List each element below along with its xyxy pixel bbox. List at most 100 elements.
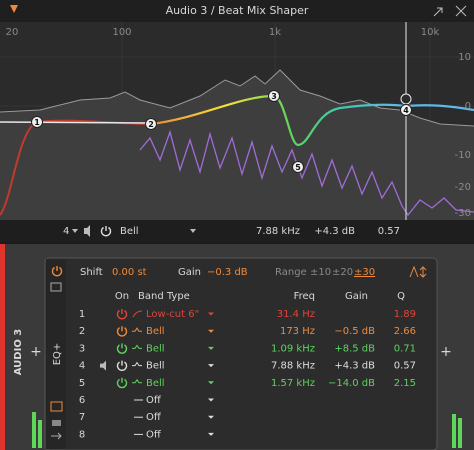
band-handle[interactable] <box>292 161 304 173</box>
band-q[interactable]: 0.71 <box>394 343 416 354</box>
band-type[interactable]: Off <box>146 412 162 423</box>
meter-right <box>38 420 42 448</box>
selected-band-q[interactable]: 0.57 <box>378 226 400 237</box>
db-label: -20 <box>455 182 471 193</box>
range-option[interactable]: ±30 <box>354 267 375 278</box>
type-icon <box>132 344 142 349</box>
range-label: Range <box>275 267 307 278</box>
type-dropdown[interactable] <box>208 364 214 368</box>
preset-icon[interactable] <box>50 282 62 292</box>
band-q[interactable]: 2.15 <box>394 378 416 389</box>
band-q[interactable]: 0.57 <box>394 361 416 372</box>
band-dropdown[interactable] <box>72 229 78 233</box>
band-q[interactable]: 1.89 <box>394 309 416 320</box>
band-type[interactable]: Low-cut 6" <box>146 309 199 320</box>
band-gain[interactable]: +8.5 dB <box>334 343 375 354</box>
column-header: Q <box>397 291 405 302</box>
column-header: Band Type <box>138 291 190 302</box>
meter-out-right <box>458 418 462 448</box>
meter-left <box>32 412 36 448</box>
band-handle-label: 5 <box>295 163 301 172</box>
selected-band-number[interactable]: 4 <box>63 226 69 237</box>
band-handle[interactable] <box>268 90 280 102</box>
type-dropdown[interactable] <box>208 381 214 385</box>
window-title: Audio 3 / Beat Mix Shaper <box>166 4 309 17</box>
freq-label: 10k <box>421 27 440 38</box>
selected-band-gain[interactable]: +4.3 dB <box>314 226 355 237</box>
shift-label: Shift <box>80 267 103 278</box>
type-icon <box>132 327 142 332</box>
band-number: 8 <box>79 429 85 440</box>
meter-out-left <box>452 414 456 448</box>
power-icon[interactable] <box>116 377 128 389</box>
band-type[interactable]: Bell <box>146 343 165 354</box>
power-icon[interactable] <box>116 326 128 337</box>
type-icon <box>132 378 142 384</box>
power-icon[interactable] <box>116 309 128 320</box>
power-icon[interactable] <box>116 360 128 371</box>
range-option[interactable]: ±20 <box>332 267 353 278</box>
auto-gain-icon[interactable] <box>409 265 427 278</box>
band-gain[interactable]: −14.0 dB <box>328 378 375 389</box>
add-device-left[interactable]: + <box>30 344 42 360</box>
shift-value[interactable]: 0.00 st <box>112 267 147 278</box>
collapse-icon[interactable] <box>10 5 18 13</box>
db-label: -30 <box>455 208 471 219</box>
band-handle[interactable] <box>400 104 412 116</box>
band-number: 6 <box>79 395 85 406</box>
title-bar <box>0 0 474 22</box>
band-handle-ghost[interactable] <box>400 93 412 105</box>
band-freq[interactable]: 31.4 Hz <box>277 309 315 320</box>
modulator-icon[interactable] <box>51 432 62 440</box>
type-dropdown[interactable] <box>208 346 214 350</box>
device-box <box>44 257 438 450</box>
band-gain[interactable]: +4.3 dB <box>334 361 375 372</box>
popout-icon[interactable] <box>433 7 443 17</box>
power-icon[interactable] <box>51 266 63 277</box>
selected-band-freq[interactable]: 7.88 kHz <box>256 226 300 237</box>
band-freq[interactable]: 173 Hz <box>280 326 315 337</box>
gain-label: Gain <box>178 267 201 278</box>
band-type[interactable]: Off <box>146 395 162 406</box>
band-handle-label: 2 <box>148 120 154 129</box>
gain-value[interactable]: −0.3 dB <box>207 267 248 278</box>
db-label: 10 <box>458 52 471 63</box>
band-type[interactable]: Off <box>146 429 162 440</box>
type-icon <box>132 310 143 318</box>
solo-icon[interactable] <box>84 225 90 237</box>
range-option[interactable]: ±10 <box>310 267 331 278</box>
close-icon[interactable] <box>455 5 467 17</box>
type-dropdown[interactable] <box>190 229 196 233</box>
band-number: 1 <box>79 309 85 320</box>
selected-band-type[interactable]: Bell <box>120 226 139 237</box>
band-type[interactable]: Bell <box>146 361 165 372</box>
band-type[interactable]: Bell <box>146 326 165 337</box>
type-dropdown[interactable] <box>208 329 214 333</box>
band-q[interactable]: 2.66 <box>394 326 416 337</box>
track-color-strip <box>0 244 5 450</box>
device-tab[interactable]: EQ+ <box>52 343 63 366</box>
band-handle-label: 3 <box>271 92 277 101</box>
type-dropdown[interactable] <box>208 415 214 419</box>
type-dropdown[interactable] <box>208 432 214 436</box>
band-handle[interactable] <box>31 116 43 128</box>
add-device-right[interactable]: + <box>440 344 452 360</box>
type-dropdown[interactable] <box>208 398 214 402</box>
expand-icon[interactable] <box>50 401 63 412</box>
type-dropdown[interactable] <box>208 312 214 316</box>
track-name: AUDIO 3 <box>13 329 24 376</box>
band-freq[interactable]: 1.57 kHz <box>271 378 315 389</box>
band-freq[interactable]: 7.88 kHz <box>271 361 315 372</box>
band-handle[interactable] <box>145 118 157 130</box>
power-icon[interactable] <box>116 343 128 354</box>
band-type[interactable]: Bell <box>146 378 165 389</box>
power-icon[interactable] <box>100 226 112 237</box>
band-freq[interactable]: 1.09 kHz <box>271 343 315 354</box>
freq-label: 1k <box>269 27 281 38</box>
grid-icon[interactable] <box>52 420 61 426</box>
freq-label: 20 <box>6 27 19 38</box>
solo-icon[interactable] <box>100 360 106 371</box>
db-label: 0 <box>465 101 471 112</box>
band-number: 5 <box>79 378 85 389</box>
band-gain[interactable]: −0.5 dB <box>334 326 375 337</box>
